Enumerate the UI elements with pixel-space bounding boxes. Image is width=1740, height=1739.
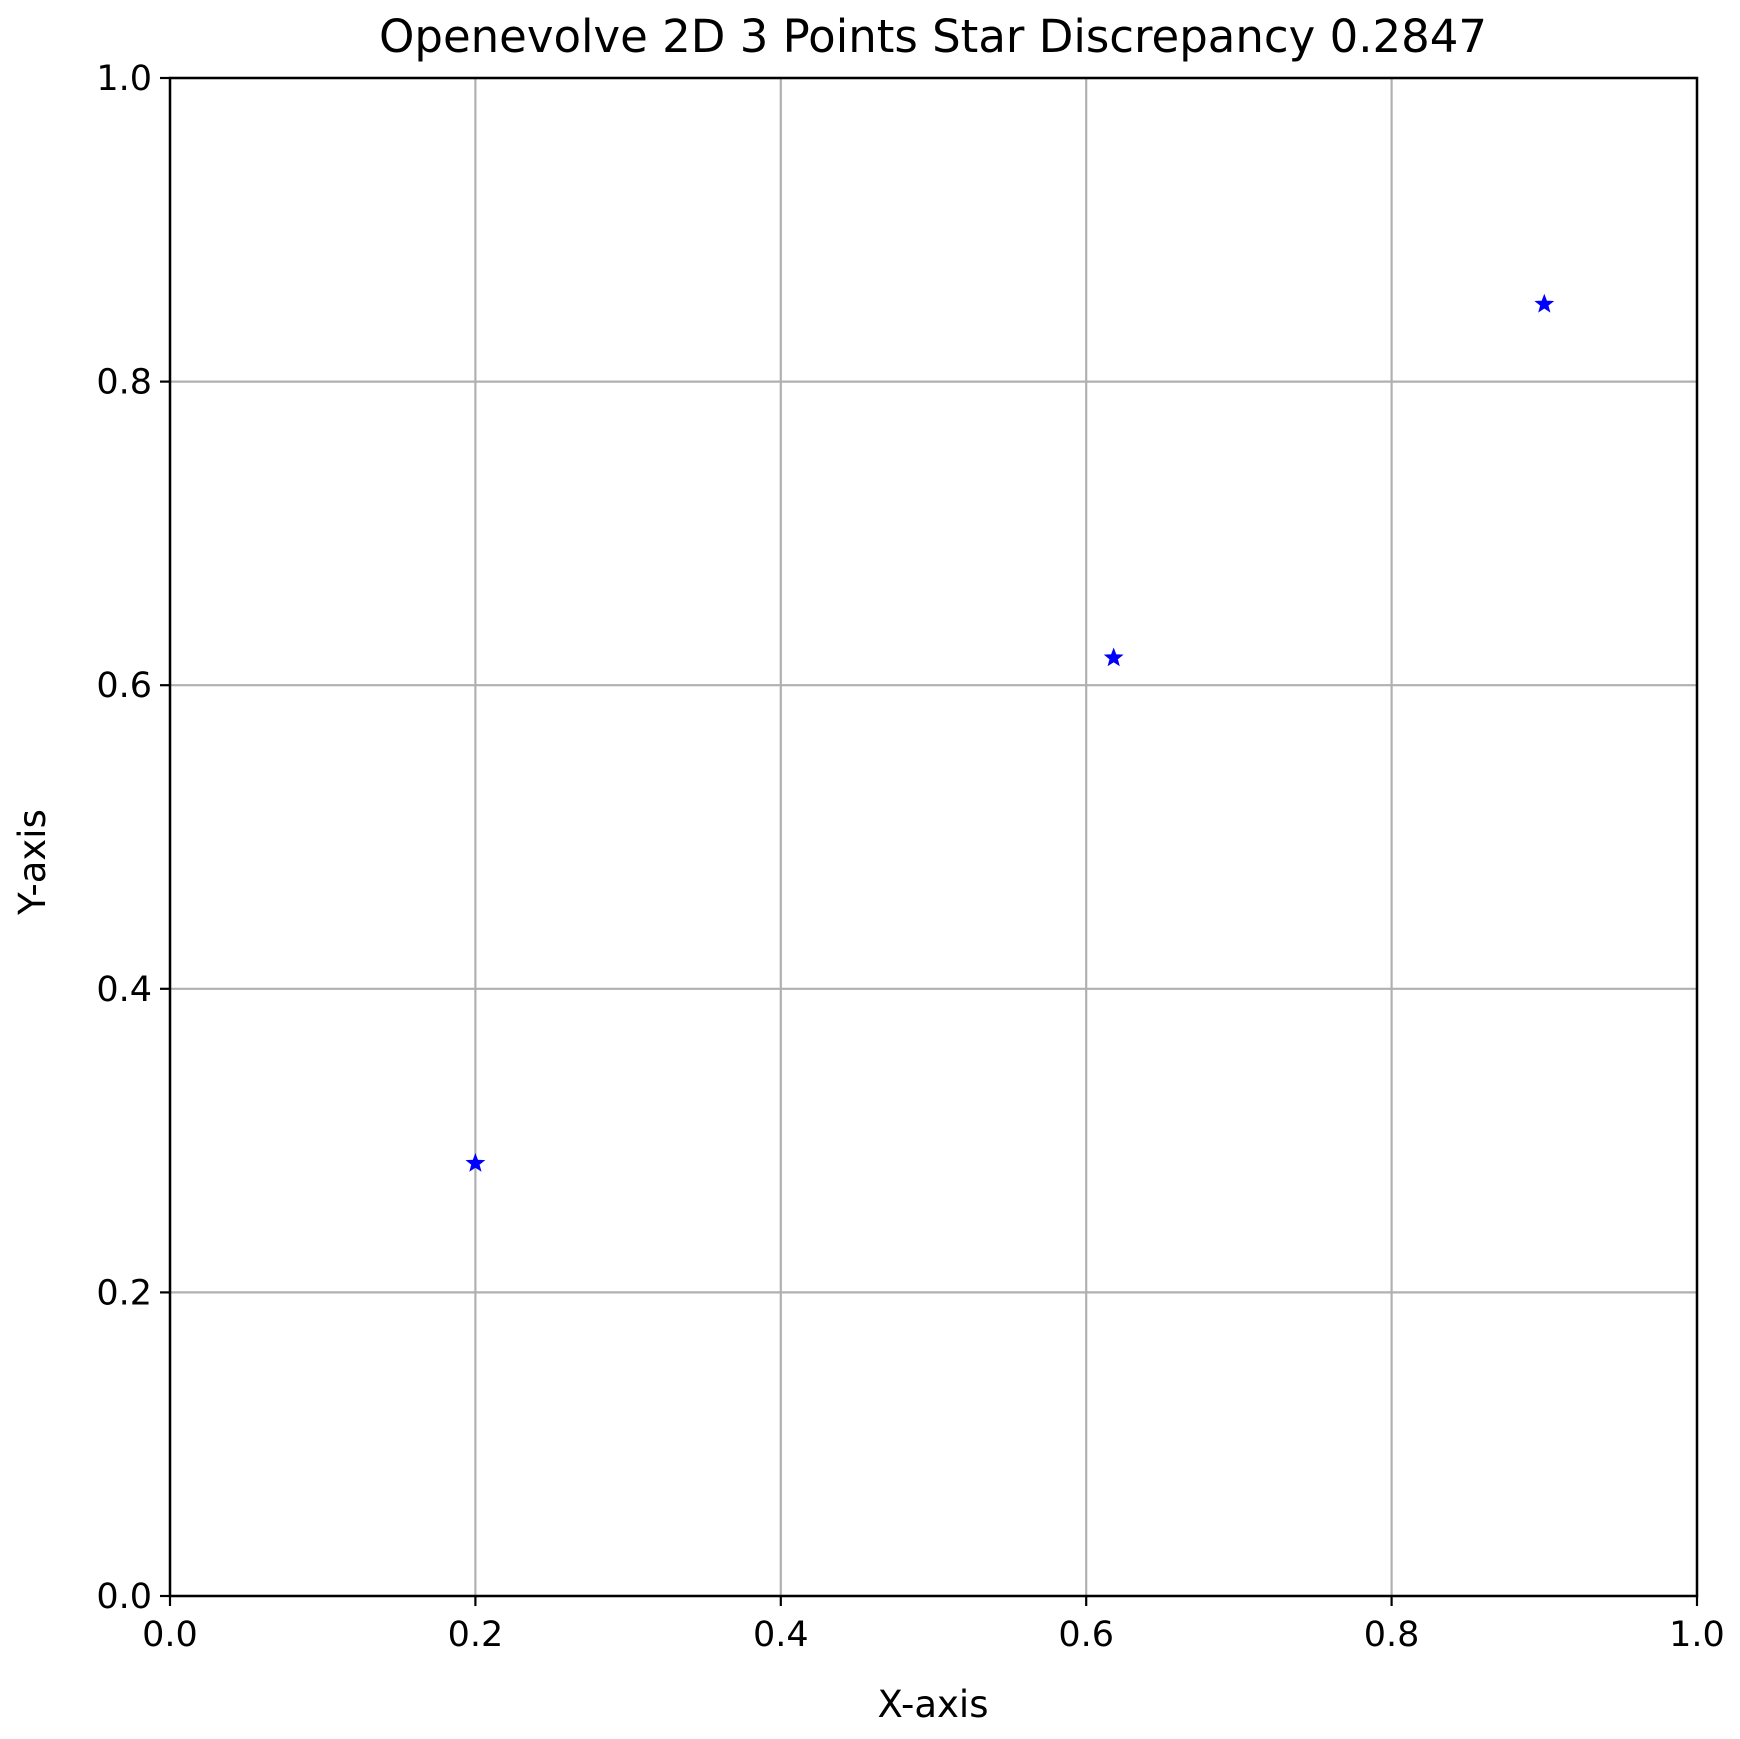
- axis-ticks: 0.0 0.2 0.4 0.6 0.8 1.0 0.0 0.2 0.4 0.6 0.8 1.0: [96, 59, 1725, 1655]
- data-points: [465, 293, 1555, 1172]
- x-tick-label: 0.4: [753, 1615, 809, 1655]
- x-tick-label: 0.0: [142, 1615, 198, 1655]
- y-tick-label: 0.0: [96, 1577, 152, 1617]
- x-tick-label: 1.0: [1669, 1615, 1725, 1655]
- y-tick-label: 1.0: [96, 59, 152, 99]
- x-tick-label: 0.8: [1364, 1615, 1420, 1655]
- data-point-star: [1534, 293, 1555, 313]
- x-tick-label: 0.2: [448, 1615, 504, 1655]
- x-axis-label: X-axis: [878, 1683, 989, 1726]
- chart-title: Openevolve 2D 3 Points Star Discrepancy …: [379, 10, 1487, 63]
- y-tick-label: 0.2: [96, 1273, 152, 1313]
- x-tick-label: 0.6: [1058, 1615, 1114, 1655]
- y-tick-label: 0.6: [96, 666, 152, 706]
- y-axis-label: Y-axis: [11, 809, 54, 916]
- data-point-star: [1103, 647, 1124, 667]
- data-point-star: [465, 1152, 486, 1172]
- y-tick-label: 0.8: [96, 363, 152, 403]
- y-tick-label: 0.4: [96, 970, 152, 1010]
- plot-frame: [168, 76, 1699, 1598]
